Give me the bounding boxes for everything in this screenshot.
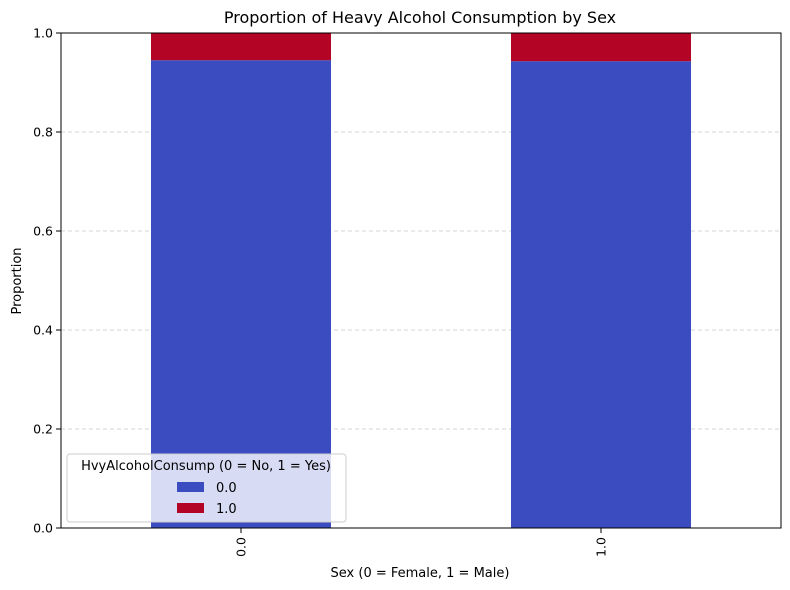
y-tick-label: 1.0 xyxy=(33,26,53,41)
bars xyxy=(151,33,691,529)
y-tick-label: 0.0 xyxy=(33,521,53,536)
y-axis-ticks: 0.0 0.2 0.4 0.6 0.8 1.0 xyxy=(33,26,61,536)
legend-swatch-series-0 xyxy=(177,482,204,492)
plot-area-frame xyxy=(60,32,782,529)
legend-box xyxy=(66,453,347,523)
bar-segment xyxy=(151,60,331,528)
legend: HvyAlcoholConsump (0 = No, 1 = Yes) 0.0 … xyxy=(66,453,347,523)
y-tick-label: 0.4 xyxy=(33,323,53,338)
bar-segment xyxy=(511,61,691,529)
y-tick-label: 0.8 xyxy=(33,125,53,140)
y-tick-label: 0.6 xyxy=(33,224,53,239)
legend-label-series-1: 1.0 xyxy=(216,502,237,517)
legend-label-series-0: 0.0 xyxy=(216,481,237,496)
x-axis-label: Sex (0 = Female, 1 = Male) xyxy=(331,566,510,581)
x-tick-label: 0.0 xyxy=(234,537,249,557)
x-tick-label: 1.0 xyxy=(594,537,609,557)
legend-swatch-series-1 xyxy=(177,503,204,513)
y-tick-label: 0.2 xyxy=(33,422,53,437)
y-axis-label: Proportion xyxy=(10,247,25,314)
x-axis-ticks: 0.0 1.0 xyxy=(234,528,609,557)
bar-segment xyxy=(151,33,331,61)
legend-title: HvyAlcoholConsump (0 = No, 1 = Yes) xyxy=(81,459,331,474)
chart-title: Proportion of Heavy Alcohol Consumption … xyxy=(224,8,616,27)
bar-segment xyxy=(511,33,691,62)
